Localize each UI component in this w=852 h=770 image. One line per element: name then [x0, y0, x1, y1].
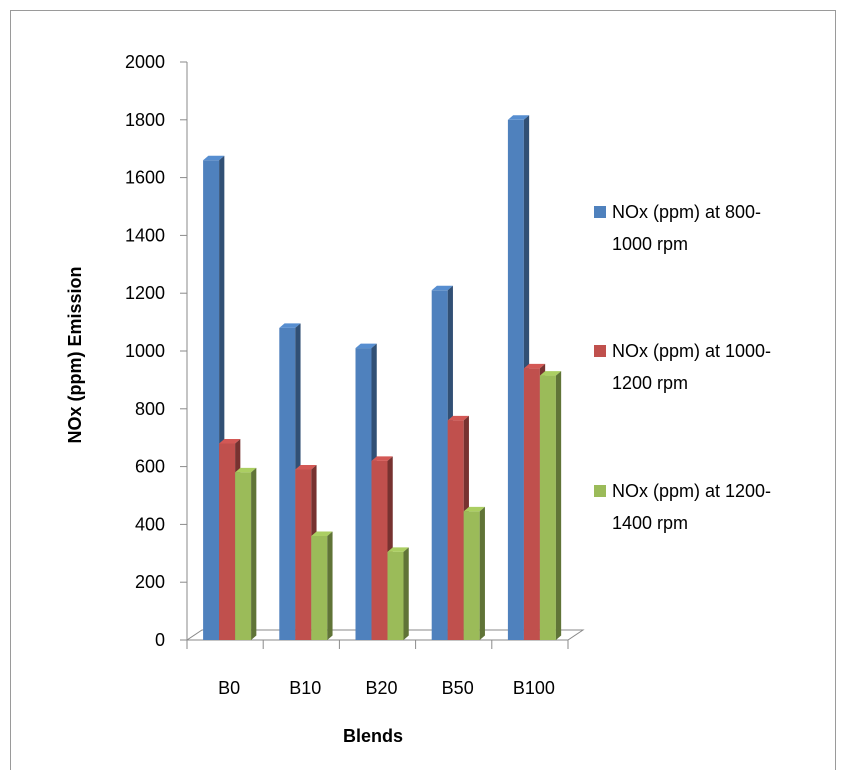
- legend-label: 1000 rpm: [612, 234, 688, 254]
- legend-swatch: [594, 345, 606, 357]
- legend-label: NOx (ppm) at 1200-: [612, 481, 771, 501]
- bars: [203, 115, 562, 641]
- legend-label: 1400 rpm: [612, 513, 688, 533]
- legend-item: NOx (ppm) at 1000- 1200 rpm: [594, 341, 771, 393]
- bar-front: [219, 443, 236, 640]
- x-tick-label: B10: [289, 678, 321, 698]
- x-tick-label: B0: [218, 678, 240, 698]
- y-tick-label: 1800: [125, 110, 165, 130]
- bar-top: [371, 456, 393, 461]
- x-tick-label: B20: [365, 678, 397, 698]
- y-tick-label: 1000: [125, 341, 165, 361]
- legend-item: NOx (ppm) at 800- 1000 rpm: [594, 202, 761, 254]
- y-tick-label: 0: [155, 630, 165, 650]
- bar: [235, 467, 257, 640]
- y-tick-label: 200: [135, 572, 165, 592]
- y-tick-label: 1200: [125, 283, 165, 303]
- y-tick-label: 1400: [125, 225, 165, 245]
- bar: [463, 506, 485, 640]
- bar-top: [447, 415, 469, 421]
- bar-top: [539, 371, 562, 376]
- bar-front: [387, 551, 404, 640]
- y-tick-label: 800: [135, 399, 165, 419]
- bar-top: [523, 363, 546, 369]
- bar-front: [203, 160, 220, 640]
- bar-front: [355, 348, 372, 640]
- y-axis-title: NOx (ppm) Emission: [65, 266, 85, 443]
- y-tick-label: 400: [135, 514, 165, 534]
- bar-side: [327, 531, 333, 640]
- bar-front: [311, 535, 328, 640]
- x-tick-label: B100: [513, 678, 555, 698]
- bar-front: [539, 375, 556, 640]
- bar-side: [479, 506, 485, 640]
- bar-top: [355, 343, 377, 349]
- bar-top: [279, 323, 301, 328]
- bar-front: [235, 472, 252, 640]
- bar: [539, 371, 562, 640]
- bar-top: [219, 438, 241, 444]
- bar-top: [431, 285, 453, 291]
- bar-front: [431, 290, 448, 640]
- x-tick-label: B50: [442, 678, 474, 698]
- bar-top: [295, 464, 317, 470]
- y-tick-label: 2000: [125, 52, 165, 72]
- chart-frame: [10, 10, 836, 770]
- bar: [371, 456, 393, 640]
- bar-front: [279, 327, 296, 640]
- legend-swatch: [594, 206, 606, 218]
- legend-item: NOx (ppm) at 1200- 1400 rpm: [594, 481, 771, 533]
- bar-top: [463, 506, 485, 512]
- bar-front: [463, 511, 480, 640]
- tick-labels: 0 200 400 600 800 1000 1200 1400 1600 1800 2000 B0 B…: [125, 52, 555, 698]
- bar-top: [311, 531, 333, 536]
- bar-side: [403, 547, 409, 640]
- bar-top: [203, 155, 225, 161]
- legend-swatch: [594, 485, 606, 497]
- bar: [387, 547, 409, 640]
- x-axis-title: Blends: [343, 726, 403, 746]
- legend-label: NOx (ppm) at 800-: [612, 202, 761, 222]
- bar-front: [371, 460, 388, 640]
- bar: [311, 531, 333, 640]
- y-tick-label: 600: [135, 457, 165, 477]
- bar-front: [507, 119, 524, 641]
- legend-label: 1200 rpm: [612, 373, 688, 393]
- bar-front: [523, 368, 540, 640]
- bar-side: [251, 467, 257, 640]
- bar-top: [235, 467, 257, 473]
- y-tick-label: 1600: [125, 168, 165, 188]
- bar-front: [447, 420, 464, 640]
- bar-side: [555, 371, 562, 640]
- bar-front: [295, 469, 312, 640]
- bar-top: [507, 115, 530, 120]
- bar-top: [387, 547, 409, 552]
- legend: NOx (ppm) at 800- 1000 rpm NOx (ppm) at 10…: [594, 202, 771, 533]
- legend-label: NOx (ppm) at 1000-: [612, 341, 771, 361]
